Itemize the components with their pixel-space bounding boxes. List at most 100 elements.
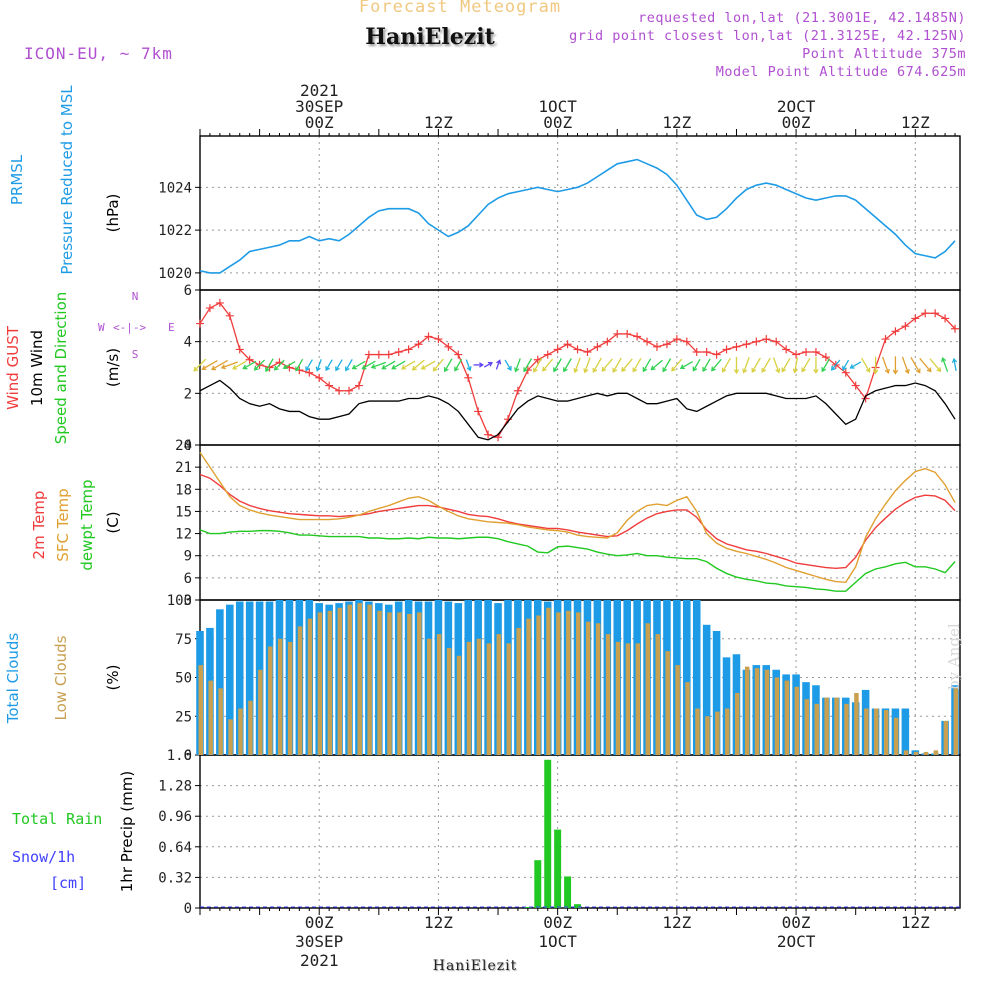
gust-marker	[543, 350, 552, 359]
bottom-time-label: 00Z	[543, 913, 572, 932]
point-altitude: Point Altitude 375m	[802, 46, 966, 62]
low-cloud-bar	[943, 720, 949, 755]
low-cloud-bar	[456, 655, 462, 755]
gust-marker	[364, 350, 373, 359]
gust-marker	[792, 350, 801, 359]
bottom-time-label: 2OCT	[777, 932, 816, 951]
wind-arrow-head	[211, 365, 217, 371]
wind-arrow-shaft	[953, 358, 957, 371]
low-cloud-bar	[625, 643, 631, 755]
wind-arrow-shaft	[412, 359, 425, 371]
wind-direction-arrow	[761, 357, 771, 373]
bottom-time-label: 12Z	[901, 913, 930, 932]
wind-arrow-shaft	[671, 358, 683, 372]
gust-marker	[593, 342, 602, 351]
gust-marker	[235, 345, 244, 354]
low-cloud-bar	[208, 680, 213, 755]
wind-direction-arrow	[232, 360, 247, 370]
wind-arrow-shaft	[283, 361, 296, 369]
low-cloud-bar	[198, 665, 203, 755]
model-label: ICON-EU, ~ 7km	[24, 44, 173, 63]
wind-arrow-head	[733, 369, 740, 375]
low-cloud-bar	[496, 634, 502, 755]
wind-arrow-shaft	[514, 358, 521, 372]
wind-arrow-shaft	[831, 359, 841, 371]
low-cloud-bar	[923, 751, 929, 755]
wind-arrow-shaft	[942, 357, 949, 372]
gust-marker	[563, 340, 572, 349]
wind-arrow-shaft	[382, 360, 396, 370]
gust-marker	[354, 381, 363, 390]
wind-arrow-head	[692, 366, 698, 372]
wind-direction-arrow	[495, 359, 502, 370]
low-cloud-bar	[913, 751, 919, 755]
low-cloud-bar	[377, 610, 382, 755]
low-cloud-bar	[317, 612, 323, 755]
wind-arrow-shaft	[362, 360, 376, 370]
ylabel: (C)	[104, 511, 122, 533]
low-cloud-bar	[277, 638, 283, 755]
wind-arrow-head	[612, 367, 618, 373]
wind-axis-title: Speed and Direction	[52, 292, 70, 445]
wind-direction-arrow	[211, 359, 228, 371]
wind-arrow-shaft	[794, 357, 799, 373]
top-time-label: 00Z	[782, 113, 811, 132]
wind-arrow-head	[792, 368, 798, 374]
low-cloud-bar	[705, 716, 710, 755]
wind-direction-arrow	[742, 357, 750, 374]
wind-arrow-head	[904, 368, 910, 375]
bottom-time-label: 00Z	[782, 913, 811, 932]
wind-arrow-head	[951, 357, 958, 363]
total-cloud-bar	[712, 631, 721, 755]
rain-bar	[564, 876, 572, 908]
low-cloud-bar	[715, 711, 720, 755]
gust-marker	[245, 355, 254, 364]
ylabel: (hPa)	[104, 194, 122, 233]
wind-speed-line	[199, 379, 956, 441]
gust-marker	[762, 335, 771, 344]
panel-precip	[195, 754, 961, 909]
gust-marker	[652, 342, 661, 351]
wind-direction-arrow	[473, 362, 484, 368]
total-cloud-bar	[226, 604, 234, 755]
low-cloud-bar	[307, 618, 313, 755]
rain-bar	[554, 829, 562, 908]
gust-marker	[891, 327, 900, 336]
wind-arrow-head	[443, 367, 449, 373]
wind-arrow-head	[702, 366, 708, 373]
low-cloud-bar	[804, 699, 809, 755]
gust-marker	[782, 345, 791, 354]
ytick-label: 50	[175, 671, 192, 687]
wind-arrow-shaft	[702, 358, 711, 372]
wind-direction-arrow	[361, 360, 376, 370]
wind-axis-title: Wind GUST	[4, 325, 22, 410]
ytick-label: 15	[175, 504, 192, 520]
wind-arrow-head	[193, 366, 199, 372]
wind-arrow-head	[201, 365, 207, 371]
wind-direction-arrow	[830, 359, 841, 371]
wind-direction-arrow	[692, 358, 701, 372]
top-time-label: 12Z	[424, 113, 453, 132]
gust-marker	[851, 381, 860, 390]
wind-arrow-head	[830, 365, 836, 371]
wind-arrow-shaft	[243, 360, 257, 370]
total-cloud-bar	[245, 601, 254, 755]
gust-marker	[444, 342, 453, 351]
low-cloud-bar	[556, 612, 561, 755]
rain-bar	[544, 759, 552, 908]
wind-direction-arrow	[733, 356, 740, 375]
wind-arrow-head	[821, 367, 827, 373]
wind-arrow-head	[926, 367, 932, 373]
wind-arrow-head	[466, 366, 472, 372]
wind-arrow-head	[865, 367, 871, 373]
chart-title: Forecast Meteogram	[358, 0, 562, 17]
wind-direction-arrow	[553, 358, 562, 373]
gust-marker	[682, 337, 691, 346]
wind-direction-arrow	[702, 358, 711, 373]
wind-arrow-shaft	[821, 358, 831, 372]
wind-arrow-head	[295, 366, 300, 372]
gust-marker	[305, 368, 314, 377]
low-cloud-bar	[546, 607, 551, 755]
gust-marker	[573, 345, 582, 354]
gust-marker	[931, 309, 940, 318]
